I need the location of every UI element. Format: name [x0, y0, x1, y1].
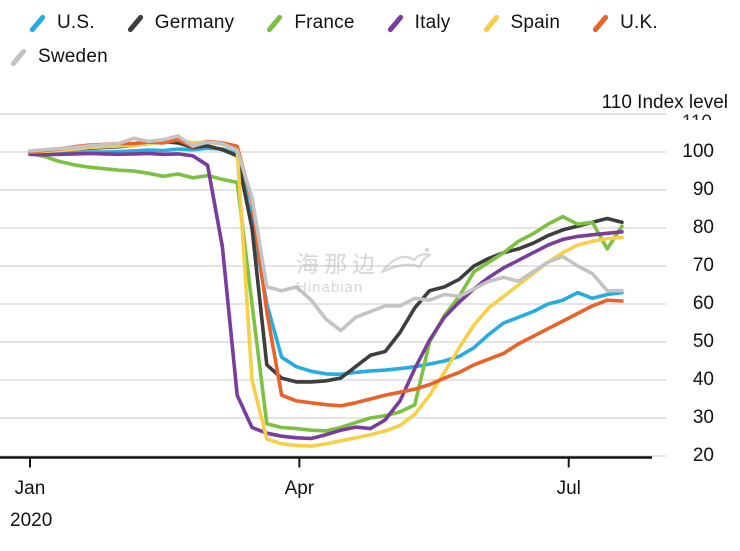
- y-tick-70: 70: [692, 255, 714, 276]
- series-line-sweden: [28, 134, 624, 333]
- x-axis-year-label: 2020: [10, 510, 53, 531]
- series-line-italy: [28, 151, 624, 441]
- legend-label-spain: Spain: [510, 12, 561, 33]
- y-tick-30: 30: [692, 407, 714, 428]
- legend-item-italy: Italy: [385, 12, 451, 34]
- series-line-germany: [28, 139, 624, 384]
- x-tick-jan: Jan: [14, 478, 46, 499]
- y-tick-60: 60: [692, 293, 714, 314]
- y-axis-title: 110 Index level: [601, 92, 728, 113]
- legend-label-germany: Germany: [154, 12, 235, 33]
- legend-row-1: U.S. Germany France Italy Spain U.K.: [0, 6, 740, 40]
- y-tick-110-clipped: 110: [652, 112, 712, 120]
- legend-row-2: Sweden: [0, 40, 740, 74]
- series-line-france: [28, 151, 624, 433]
- legend-item-germany: Germany: [125, 12, 235, 34]
- legend-label-france: France: [294, 12, 355, 33]
- x-tick-jul: Jul: [556, 478, 581, 499]
- y-tick-100: 100: [682, 141, 714, 162]
- legend-label-sweden: Sweden: [38, 46, 108, 67]
- y-tick-110-label: 110: [682, 112, 712, 120]
- y-tick-40: 40: [692, 369, 714, 390]
- y-tick-90: 90: [692, 179, 714, 200]
- chart-legend: U.S. Germany France Italy Spain U.K. Sweden: [0, 6, 740, 74]
- legend-item-us: U.S.: [27, 12, 95, 34]
- y-tick-20: 20: [692, 445, 714, 466]
- x-tick-apr: Apr: [284, 478, 315, 499]
- legend-item-france: France: [264, 12, 354, 34]
- legend-label-uk: U.K.: [620, 12, 658, 33]
- series-line-us: [28, 146, 624, 377]
- legend-item-spain: Spain: [481, 12, 561, 34]
- series-line-spain: [28, 138, 624, 448]
- y-tick-80: 80: [692, 217, 714, 238]
- y-tick-50: 50: [692, 331, 714, 352]
- legend-label-us: U.S.: [57, 12, 95, 33]
- series-line-uk: [28, 138, 624, 408]
- legend-item-sweden: Sweden: [8, 46, 108, 68]
- legend-label-italy: Italy: [414, 12, 451, 33]
- legend-item-uk: U.K.: [590, 12, 658, 34]
